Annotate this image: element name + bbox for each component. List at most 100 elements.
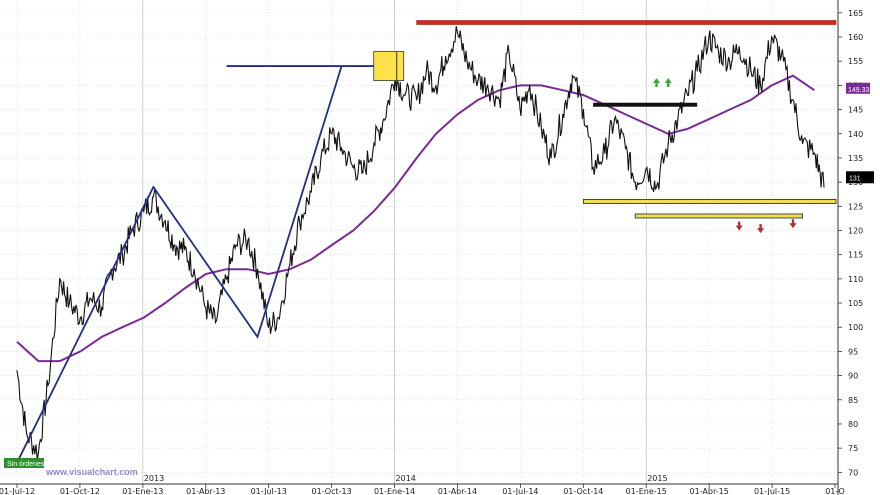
x-tick-label: 01-Oct-13 xyxy=(312,487,352,495)
price-point xyxy=(79,317,81,319)
price-point xyxy=(183,249,186,251)
price-point xyxy=(592,167,594,169)
y-tick-label: 95 xyxy=(848,347,858,356)
price-point xyxy=(267,326,270,328)
price-point xyxy=(416,99,418,101)
price-point xyxy=(655,186,658,188)
price-point xyxy=(352,167,354,169)
price-point xyxy=(383,118,385,120)
x-tick-label: 01-Abr-13 xyxy=(186,487,225,495)
target-box xyxy=(373,51,405,81)
x-tick-label: 01-Oct-14 xyxy=(563,487,603,495)
price-point xyxy=(47,384,49,386)
price-point xyxy=(289,263,291,265)
price-point xyxy=(121,254,123,256)
price-point xyxy=(310,191,312,193)
price-series-layer xyxy=(16,26,825,461)
year-label: 2014 xyxy=(396,474,416,483)
price-point xyxy=(540,128,543,130)
y-tick-label: 160 xyxy=(848,33,863,42)
x-tick-label: 01-Oct-12 xyxy=(60,487,100,495)
y-tick-label: 120 xyxy=(848,226,863,235)
x-tick-label: 01-Jul-12 xyxy=(0,487,35,495)
price-point xyxy=(729,60,731,62)
price-point xyxy=(362,171,364,173)
support-line-upper xyxy=(583,199,837,204)
price-point xyxy=(571,75,574,77)
price-point xyxy=(331,133,333,135)
y-tick-label: 105 xyxy=(848,299,863,308)
price-point xyxy=(174,244,176,246)
price-point xyxy=(604,152,606,154)
price-point xyxy=(466,60,468,62)
x-tick-label: 01-Abr-15 xyxy=(690,487,729,495)
moving-average-line xyxy=(16,74,815,363)
price-point xyxy=(341,147,343,149)
moving-average-layer xyxy=(16,74,815,363)
price-point xyxy=(771,36,773,38)
x-tick-label: 01-Abr-14 xyxy=(438,487,477,495)
x-axis: 01-Jul-12 01-Oct-12 01-Ene-13 01-Abr-13 01-J… xyxy=(0,474,845,495)
y-tick-label: 155 xyxy=(848,57,863,66)
y-tick-label: 110 xyxy=(848,275,863,284)
breakout-line xyxy=(593,102,698,107)
price-point xyxy=(823,186,825,188)
sell-signal-arrow-icon xyxy=(789,219,797,229)
price-point xyxy=(624,147,627,149)
price-point xyxy=(247,239,249,241)
y-tick-label: 165 xyxy=(848,9,863,18)
price-point xyxy=(235,244,237,246)
x-tick-label: 01-Ene-15 xyxy=(626,487,667,495)
price-point xyxy=(26,433,28,435)
price-point xyxy=(152,196,154,198)
price-point xyxy=(425,70,427,72)
price-point xyxy=(298,220,301,222)
price-point xyxy=(205,307,207,309)
y-tick-label: 80 xyxy=(848,420,858,429)
y-tick-label: 140 xyxy=(848,130,863,139)
price-point xyxy=(477,80,479,82)
ma-value-flag xyxy=(846,82,870,94)
y-tick-label: 85 xyxy=(848,396,858,405)
price-point xyxy=(780,55,782,58)
price-point xyxy=(456,31,458,33)
y-tick-label: 115 xyxy=(848,251,863,260)
price-point xyxy=(613,118,616,120)
y-tick-label: 135 xyxy=(848,154,863,163)
price-point xyxy=(750,70,752,72)
price-point xyxy=(550,157,552,159)
price-point xyxy=(320,157,322,159)
sell-signal-arrow-icon xyxy=(757,224,765,234)
price-point xyxy=(143,210,145,212)
price-point xyxy=(667,142,669,144)
price-point xyxy=(16,370,18,372)
price-point xyxy=(89,297,91,299)
price-point xyxy=(738,46,740,48)
buy-signal-arrow-icon xyxy=(653,77,661,87)
x-tick-label: 01-Jul-15 xyxy=(754,487,790,495)
price-point xyxy=(634,181,636,183)
price-point xyxy=(373,142,375,144)
price-point xyxy=(760,84,762,86)
x-tick-label: 01-Ene-13 xyxy=(122,487,163,495)
price-point xyxy=(214,321,217,323)
price-point xyxy=(445,55,447,58)
price-line xyxy=(16,26,825,461)
sell-signal-arrow-icon xyxy=(735,221,743,231)
x-tick-label: 01-Ene-14 xyxy=(374,487,415,495)
y-tick-label: 100 xyxy=(848,323,863,332)
last-price-label: 131 xyxy=(849,175,861,182)
year-label: 2013 xyxy=(144,474,164,483)
price-point xyxy=(487,84,489,86)
y-tick-label: 70 xyxy=(848,468,858,477)
price-point xyxy=(508,50,510,53)
status-badge-text: Sin órdenes xyxy=(7,461,45,468)
resistance-line xyxy=(416,20,837,25)
price-point xyxy=(101,307,103,309)
x-tick-label: 01-Jul-13 xyxy=(251,487,287,495)
price-point xyxy=(802,142,804,144)
price-point xyxy=(164,220,166,222)
price-point xyxy=(708,36,710,38)
